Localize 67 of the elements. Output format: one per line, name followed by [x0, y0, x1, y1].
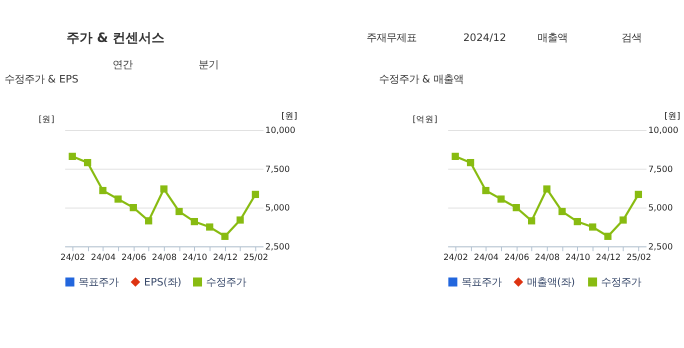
legend-label: 목표주가 — [78, 276, 118, 288]
point — [176, 208, 183, 216]
x-tick-label: 24/08 — [534, 252, 560, 263]
text: 주재무제표 — [366, 32, 417, 44]
point — [114, 195, 122, 203]
legend-label: EPS(좌) — [144, 276, 182, 288]
point — [84, 158, 92, 166]
y2-tick-label: 7,500 — [648, 164, 673, 175]
point — [206, 223, 214, 231]
text: 분기 — [198, 58, 219, 71]
text: 매출액 — [537, 32, 568, 44]
point — [236, 216, 244, 224]
text: 연간 — [112, 58, 132, 71]
point — [604, 232, 612, 240]
legend-label: 목표주가 — [461, 276, 502, 288]
point — [634, 190, 642, 198]
x-tick-label: 25/02 — [243, 252, 268, 263]
point — [620, 216, 627, 224]
y-axis-title: [원] — [38, 115, 54, 126]
y2-tick-label: 5,000 — [265, 204, 290, 214]
y2-tick-label: 10,000 — [265, 126, 296, 136]
point — [589, 223, 596, 231]
point — [574, 218, 581, 226]
y2-axis-title: [원] — [282, 111, 298, 122]
point — [252, 190, 260, 198]
x-tick-label: 24/12 — [596, 252, 621, 263]
legend-label: 매출액(좌) — [527, 276, 576, 288]
y2-tick-label: 2,500 — [265, 242, 290, 252]
point — [160, 185, 168, 193]
point — [99, 186, 106, 194]
x-tick-label: 24/04 — [90, 252, 116, 263]
point — [558, 208, 566, 216]
legend-label: 수정주가 — [206, 276, 246, 288]
y-axis-title: [억원] — [412, 115, 438, 126]
y2-tick-label: 10,000 — [648, 126, 678, 136]
point — [190, 218, 198, 226]
x-tick-label: 24/12 — [212, 252, 238, 263]
x-tick-label: 25/02 — [626, 252, 652, 263]
legend-label: 수정주가 — [601, 276, 642, 288]
x-tick-label: 24/04 — [474, 252, 499, 263]
point — [543, 185, 550, 193]
point — [466, 158, 474, 166]
x-tick-label: 24/10 — [565, 252, 590, 263]
x-tick-label: 24/06 — [121, 252, 146, 263]
point — [528, 217, 536, 224]
point — [145, 217, 152, 224]
point — [452, 152, 459, 160]
chart-title: 수정주가 & EPS — [4, 74, 78, 86]
text: 검색 — [621, 32, 642, 44]
point — [482, 186, 490, 194]
text: 주가 & 컨센서스 — [66, 31, 165, 46]
point — [68, 152, 76, 160]
y2-tick-label: 5,000 — [648, 204, 673, 214]
y2-tick-label: 7,500 — [265, 164, 290, 175]
text: 2024/12 — [463, 32, 506, 44]
x-tick-label: 24/02 — [443, 252, 468, 263]
point — [130, 204, 137, 212]
x-tick-label: 24/06 — [504, 252, 530, 263]
x-tick-label: 24/08 — [152, 252, 177, 263]
chart-title: 수정주가 & 매출액 — [378, 74, 464, 86]
point — [512, 204, 520, 212]
point — [221, 232, 229, 240]
x-tick-label: 24/02 — [60, 252, 86, 263]
y2-axis-title: [원] — [664, 111, 680, 122]
x-tick-label: 24/10 — [182, 252, 208, 263]
point — [497, 195, 505, 203]
y2-tick-label: 2,500 — [648, 242, 673, 252]
